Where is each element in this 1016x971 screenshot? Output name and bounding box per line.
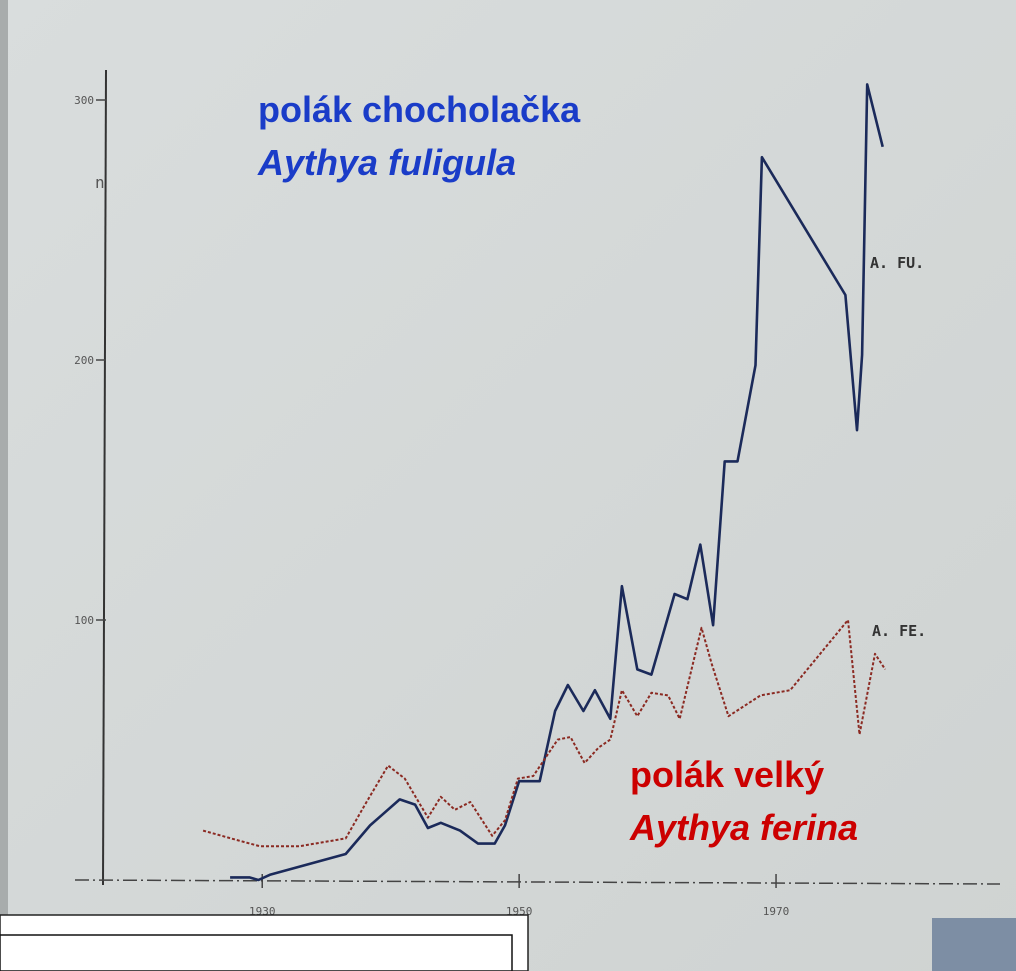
- y-tick-label: 300: [74, 94, 94, 107]
- annotation: polák chocholačka: [258, 89, 581, 130]
- photo-fragment: [932, 918, 1016, 971]
- annotation: Aythya ferina: [629, 807, 858, 848]
- x-tick-label: 1970: [763, 905, 790, 918]
- series-label: A. FE.: [872, 622, 926, 640]
- y-axis-label: n: [95, 173, 105, 192]
- chart: n 100200300193019501970A. FU.A. FE. polá…: [0, 0, 1016, 971]
- y-tick-label: 200: [74, 354, 94, 367]
- annotation: polák velký: [630, 754, 824, 795]
- overlay-inner: [0, 935, 512, 971]
- series-label: A. FU.: [870, 254, 924, 272]
- page: n 100200300193019501970A. FU.A. FE. polá…: [0, 0, 1016, 971]
- edge: [0, 0, 8, 971]
- annotation: Aythya fuligula: [257, 142, 516, 183]
- y-tick-label: 100: [74, 614, 94, 627]
